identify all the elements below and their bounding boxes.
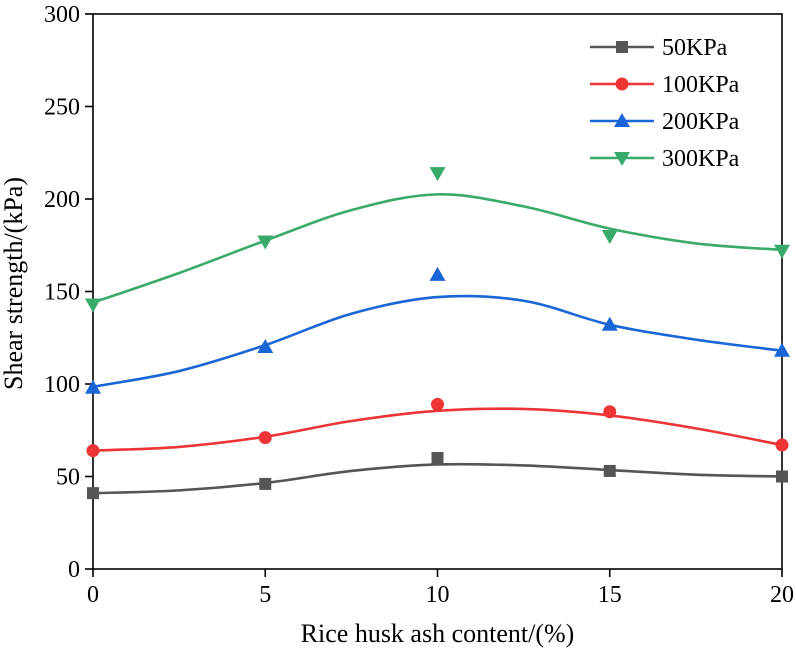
legend-label: 200KPa xyxy=(662,109,740,135)
data-point xyxy=(429,167,446,182)
x-tick-label: 15 xyxy=(598,582,622,608)
x-tick-label: 0 xyxy=(87,582,99,608)
data-point xyxy=(258,431,272,445)
y-tick-label: 200 xyxy=(44,187,80,213)
legend-label: 50KPa xyxy=(662,35,728,61)
series-layer xyxy=(85,167,790,500)
x-tick-label: 20 xyxy=(770,582,794,608)
series-100KPa xyxy=(86,397,789,458)
data-point xyxy=(86,444,100,458)
data-point xyxy=(257,339,274,353)
legend-label: 100KPa xyxy=(662,72,740,98)
y-tick-label: 150 xyxy=(44,280,80,306)
legend-marker xyxy=(614,113,630,127)
series-50KPa xyxy=(87,452,788,500)
data-point xyxy=(257,235,274,250)
data-point xyxy=(429,266,446,281)
legend-item: 300KPa xyxy=(590,146,740,172)
series-line xyxy=(92,294,783,389)
series-line xyxy=(92,193,783,304)
data-point xyxy=(85,379,101,394)
legend-item: 100KPa xyxy=(590,72,740,98)
data-point xyxy=(431,452,444,464)
x-axis-title: Rice husk ash content/(%) xyxy=(301,619,575,648)
legend-item: 200KPa xyxy=(590,109,740,135)
data-point xyxy=(259,477,272,490)
data-point xyxy=(774,342,790,357)
series-line xyxy=(92,462,783,495)
series-line xyxy=(92,407,783,452)
data-point xyxy=(775,438,789,452)
data-point xyxy=(774,244,790,259)
data-point xyxy=(431,397,444,411)
y-tick-label: 250 xyxy=(44,95,80,121)
legend-marker xyxy=(614,152,630,166)
series-200KPa xyxy=(85,266,790,394)
data-point xyxy=(776,470,788,483)
series-300KPa xyxy=(85,167,790,313)
data-point xyxy=(85,298,101,313)
y-axis-title: Shear strength/(kPa) xyxy=(0,177,28,390)
legend-marker xyxy=(616,41,628,53)
data-point xyxy=(601,316,618,331)
x-tick-label: 10 xyxy=(426,582,450,608)
data-point xyxy=(601,230,618,244)
y-tick-label: 0 xyxy=(68,557,80,583)
y-tick-label: 300 xyxy=(44,2,80,28)
y-tick-label: 100 xyxy=(44,372,80,398)
legend-marker xyxy=(615,77,629,91)
legend: 50KPa 100KPa 200KPa 300KPa xyxy=(590,35,740,172)
legend-label: 300KPa xyxy=(662,146,740,172)
x-tick-label: 5 xyxy=(259,582,271,608)
data-point xyxy=(603,464,616,477)
data-point xyxy=(87,487,99,500)
legend-item: 50KPa xyxy=(590,35,728,61)
y-tick-label: 50 xyxy=(56,465,80,491)
data-point xyxy=(603,405,617,419)
